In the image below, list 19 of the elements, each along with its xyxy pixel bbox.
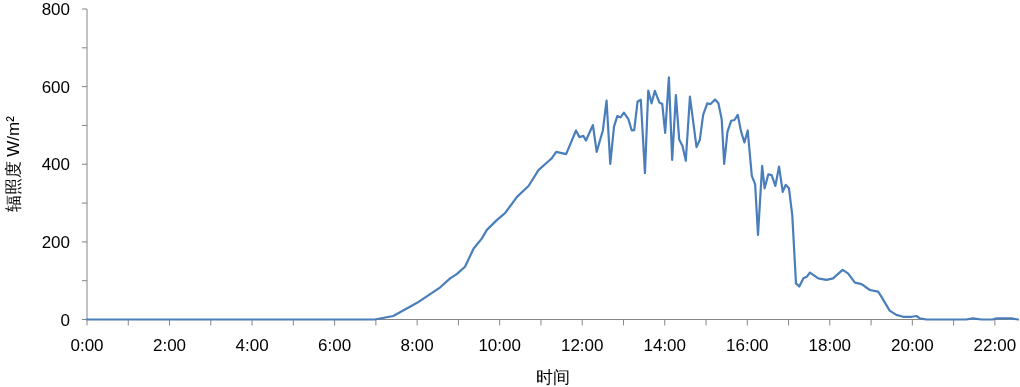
x-tick-label: 16:00 xyxy=(726,335,769,355)
x-tick-label: 10:00 xyxy=(478,335,521,355)
y-tick-label: 0 xyxy=(60,310,70,330)
x-tick-label: 2:00 xyxy=(152,335,187,355)
x-tick-label: 20:00 xyxy=(891,335,934,355)
x-tick-label: 6:00 xyxy=(318,335,352,355)
y-tick-label: 800 xyxy=(41,0,70,19)
x-tick-label: 0:00 xyxy=(70,335,104,355)
y-tick-label: 200 xyxy=(41,232,70,252)
y-tick-label: 600 xyxy=(41,77,70,97)
x-tick-label: 12:00 xyxy=(560,335,604,355)
x-tick-label: 14:00 xyxy=(643,335,687,355)
x-tick-label: 18:00 xyxy=(808,335,852,355)
x-tick-label: 8:00 xyxy=(400,335,434,355)
y-axis-title: 辐照度 W/m² xyxy=(4,115,23,213)
x-axis-title: 时间 xyxy=(535,368,570,387)
y-tick-label: 400 xyxy=(41,155,70,175)
x-tick-label: 22:00 xyxy=(973,335,1017,355)
x-tick-label: 4:00 xyxy=(235,335,269,355)
